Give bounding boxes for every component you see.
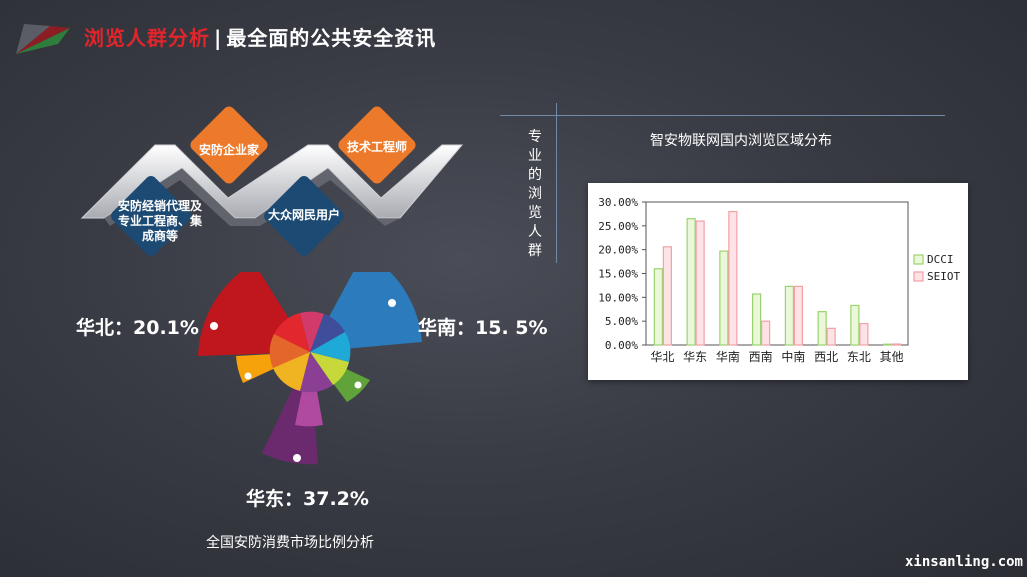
divider-vertical	[556, 103, 557, 263]
bar-seiot	[761, 320, 771, 346]
bar-seiot	[859, 322, 869, 346]
bar-seiot	[728, 210, 738, 346]
chart-title: 智安物联网国内浏览区域分布	[650, 133, 832, 149]
bar-dcci	[719, 250, 729, 346]
region-north-percent: 华北：20.1%	[76, 317, 199, 339]
bar-dcci	[752, 293, 762, 346]
x-tick-label: 中南	[781, 349, 805, 364]
side-label: 专业的浏览人群	[528, 129, 542, 259]
diamond-tech-engineer	[338, 106, 416, 184]
audience-item-public-users: 大众网民用户	[267, 208, 340, 222]
bar-seiot	[695, 220, 705, 346]
diamond-distributor	[111, 176, 191, 256]
page-title: 浏览人群分析 | 最全面的公共安全资讯	[84, 22, 436, 51]
x-tick-label: 西北	[814, 350, 838, 364]
bar-dcci	[653, 268, 663, 346]
bar-dcci	[850, 304, 860, 346]
inner-ring	[269, 311, 351, 393]
bar-dcci	[784, 285, 794, 346]
page-title-secondary: 最全面的公共安全资讯	[226, 26, 437, 50]
marker-north	[210, 322, 218, 330]
y-tick-label: 10.00%	[598, 291, 638, 304]
y-tick-label: 20.00%	[598, 244, 638, 257]
bar-seiot	[793, 285, 803, 346]
marker-yellow	[244, 372, 252, 380]
chart-reflection: 0.00%5.00%10.00%15.00%20.00%25.00%30.00%…	[588, 380, 968, 490]
plot-area	[645, 201, 909, 346]
marker-green	[354, 381, 362, 389]
legend-swatch	[913, 271, 924, 282]
x-tick-label: 西南	[749, 349, 773, 364]
market-share-caption: 全国安防消费市场比例分析	[206, 535, 374, 551]
page-title-primary: 浏览人群分析	[84, 26, 210, 50]
x-tick-label: 华北	[650, 350, 674, 364]
bar-dcci	[686, 218, 696, 346]
y-tick-label: 30.00%	[598, 196, 638, 209]
bar-seiot	[892, 343, 902, 346]
x-tick-label: 东北	[847, 350, 871, 364]
region-south-percent: 华南：15. 5%	[418, 317, 548, 339]
region-fan-chart	[198, 272, 422, 465]
x-tick-label: 华东	[683, 350, 707, 364]
marker-east	[293, 454, 301, 462]
region-east-percent: 华东：37.2%	[246, 488, 369, 510]
bar-chart-svg: 0.00% 5.00% 10.00% 15.00% 20.00% 25.00% 30.00%…	[598, 196, 960, 364]
zigzag-band-shadow	[104, 168, 400, 226]
legend-label: SEIOT	[927, 270, 960, 283]
diamond-security-entrepreneur	[190, 106, 268, 184]
divider-horizontal	[500, 115, 945, 116]
audience-zigzag-graphic	[80, 106, 464, 256]
watermark: xinsanling.com	[904, 554, 1023, 570]
bar-dcci	[883, 343, 893, 346]
y-tick-label: 5.00%	[605, 315, 638, 328]
x-tick-label: 华南	[716, 349, 740, 364]
x-tick-label: 其他	[880, 350, 904, 364]
y-tick-label: 25.00%	[598, 220, 638, 233]
legend-swatch	[913, 254, 924, 265]
y-tick-label: 0.00%	[605, 339, 638, 352]
bar-seiot	[826, 327, 836, 346]
diamond-public-users	[264, 176, 344, 256]
audience-item-engineer: 技术工程师	[346, 140, 407, 154]
audience-item-entrepreneur: 安防企业家	[199, 143, 260, 157]
marker-south	[388, 299, 396, 307]
logo-triangle-icon	[16, 24, 70, 54]
bar-seiot	[662, 246, 672, 346]
legend-label: DCCI	[927, 253, 954, 266]
title-separator: |	[214, 26, 223, 50]
bar-dcci	[817, 311, 827, 346]
bar-chart: 0.00% 5.00% 10.00% 15.00% 20.00% 25.00% 30.00%…	[588, 183, 968, 380]
audience-item-distributor: 安防经销代理及专业工程商、集成商等	[117, 199, 202, 243]
y-tick-label: 15.00%	[598, 268, 638, 281]
